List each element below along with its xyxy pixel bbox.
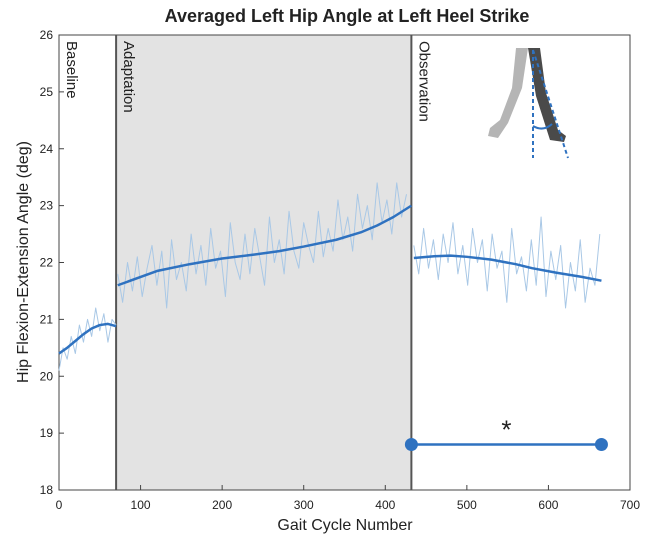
phase-label: Adaptation <box>120 41 137 113</box>
y-tick-label: 24 <box>40 142 54 156</box>
significance-label: * <box>501 415 511 445</box>
significance-end <box>595 438 608 451</box>
y-tick-label: 23 <box>40 199 54 213</box>
x-tick-label: 400 <box>375 498 395 512</box>
x-tick-label: 0 <box>56 498 63 512</box>
x-tick-label: 500 <box>457 498 477 512</box>
x-tick-label: 700 <box>620 498 640 512</box>
y-tick-label: 20 <box>40 369 54 383</box>
y-tick-label: 25 <box>40 85 54 99</box>
x-tick-label: 200 <box>212 498 232 512</box>
y-tick-label: 19 <box>40 426 54 440</box>
phase-label: Observation <box>415 41 432 122</box>
phase-label: Baseline <box>63 41 80 99</box>
significance-end <box>405 438 418 451</box>
data-line <box>59 308 116 371</box>
leg-icon <box>488 48 568 158</box>
y-tick-label: 22 <box>40 256 54 270</box>
chart: Averaged Left Hip Angle at Left Heel Str… <box>0 0 659 537</box>
y-tick-label: 18 <box>40 483 54 497</box>
y-axis-label: Hip Flexion-Extension Angle (deg) <box>15 141 32 383</box>
x-tick-label: 100 <box>131 498 151 512</box>
x-tick-label: 300 <box>294 498 314 512</box>
chart-title: Averaged Left Hip Angle at Left Heel Str… <box>165 6 530 26</box>
x-tick-label: 600 <box>538 498 558 512</box>
y-tick-label: 26 <box>40 28 54 42</box>
y-tick-label: 21 <box>40 312 54 326</box>
x-axis-label: Gait Cycle Number <box>277 517 413 534</box>
